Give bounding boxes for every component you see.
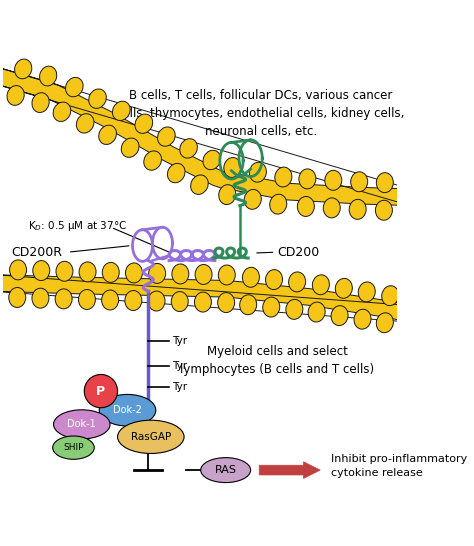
- Ellipse shape: [76, 114, 94, 133]
- Ellipse shape: [194, 292, 211, 312]
- Ellipse shape: [32, 288, 49, 308]
- Ellipse shape: [99, 125, 117, 145]
- Text: K$_D$: 0.5 μM at 37°C: K$_D$: 0.5 μM at 37°C: [27, 218, 127, 233]
- Ellipse shape: [331, 306, 348, 325]
- Ellipse shape: [149, 264, 165, 283]
- Text: Myeloid cells and select
lymphocytes (B cells and T cells): Myeloid cells and select lymphocytes (B …: [180, 346, 374, 376]
- Ellipse shape: [219, 185, 236, 205]
- Ellipse shape: [308, 302, 325, 322]
- Text: CD200R: CD200R: [11, 246, 62, 259]
- Ellipse shape: [180, 139, 197, 158]
- Ellipse shape: [376, 313, 393, 333]
- Ellipse shape: [382, 286, 399, 306]
- Ellipse shape: [79, 289, 95, 310]
- Ellipse shape: [263, 297, 280, 317]
- Ellipse shape: [195, 264, 212, 284]
- Text: Dok-2: Dok-2: [113, 405, 142, 415]
- Ellipse shape: [79, 262, 96, 282]
- Ellipse shape: [349, 199, 366, 219]
- Text: Inhibit pro-inflammatory
cytokine release: Inhibit pro-inflammatory cytokine releas…: [331, 454, 467, 478]
- Ellipse shape: [53, 436, 94, 459]
- Ellipse shape: [56, 262, 73, 281]
- Ellipse shape: [121, 138, 139, 157]
- Ellipse shape: [144, 151, 162, 170]
- Ellipse shape: [15, 59, 32, 79]
- Ellipse shape: [126, 263, 143, 283]
- Ellipse shape: [54, 410, 110, 439]
- Ellipse shape: [240, 295, 257, 314]
- Ellipse shape: [358, 282, 375, 302]
- Ellipse shape: [335, 278, 352, 298]
- Ellipse shape: [286, 299, 303, 319]
- Ellipse shape: [289, 272, 306, 292]
- Ellipse shape: [249, 162, 266, 182]
- Text: CD200: CD200: [277, 246, 319, 259]
- Ellipse shape: [39, 66, 57, 86]
- Circle shape: [84, 375, 118, 408]
- Ellipse shape: [125, 290, 142, 311]
- Ellipse shape: [32, 93, 49, 112]
- Ellipse shape: [191, 175, 208, 194]
- Ellipse shape: [244, 189, 261, 209]
- Ellipse shape: [172, 264, 189, 284]
- Ellipse shape: [265, 270, 283, 289]
- Ellipse shape: [224, 158, 241, 177]
- Ellipse shape: [99, 394, 156, 426]
- Ellipse shape: [354, 309, 371, 329]
- Ellipse shape: [312, 275, 329, 295]
- Ellipse shape: [148, 291, 165, 311]
- FancyArrowPatch shape: [259, 462, 320, 478]
- Ellipse shape: [112, 101, 130, 121]
- Text: RAS: RAS: [215, 465, 237, 475]
- Ellipse shape: [33, 260, 50, 281]
- Ellipse shape: [101, 290, 118, 310]
- Ellipse shape: [242, 268, 259, 287]
- Ellipse shape: [351, 172, 368, 192]
- Text: Dok-1: Dok-1: [67, 419, 96, 429]
- Ellipse shape: [218, 265, 235, 285]
- Ellipse shape: [376, 173, 393, 193]
- Text: RasGAP: RasGAP: [131, 432, 171, 442]
- Text: SHIP: SHIP: [63, 443, 84, 452]
- Ellipse shape: [55, 289, 72, 309]
- Ellipse shape: [203, 150, 220, 170]
- Ellipse shape: [102, 263, 119, 282]
- Text: Tyr: Tyr: [173, 382, 188, 392]
- Ellipse shape: [7, 86, 24, 105]
- Ellipse shape: [157, 127, 175, 146]
- Text: B cells, T cells, follicular DCs, various cancer
cells, thymocytes, endothelial : B cells, T cells, follicular DCs, variou…: [117, 89, 405, 138]
- Ellipse shape: [275, 167, 292, 187]
- Ellipse shape: [65, 78, 83, 97]
- Text: P: P: [96, 384, 106, 397]
- Ellipse shape: [167, 163, 185, 183]
- Ellipse shape: [9, 288, 26, 307]
- Polygon shape: [0, 67, 410, 206]
- Ellipse shape: [323, 198, 340, 218]
- Ellipse shape: [375, 200, 392, 220]
- Polygon shape: [0, 275, 412, 322]
- Ellipse shape: [135, 114, 153, 133]
- Ellipse shape: [218, 293, 235, 312]
- Text: Tyr: Tyr: [173, 361, 188, 371]
- Ellipse shape: [118, 420, 184, 454]
- Ellipse shape: [270, 194, 287, 214]
- Text: Tyr: Tyr: [173, 336, 188, 346]
- Ellipse shape: [297, 197, 314, 216]
- Ellipse shape: [171, 292, 188, 312]
- Ellipse shape: [201, 458, 251, 483]
- Ellipse shape: [299, 169, 316, 189]
- Ellipse shape: [53, 102, 71, 121]
- Ellipse shape: [9, 260, 27, 280]
- Ellipse shape: [325, 170, 342, 191]
- Ellipse shape: [89, 89, 106, 109]
